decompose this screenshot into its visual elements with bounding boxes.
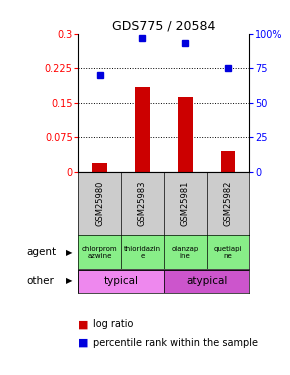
Text: percentile rank within the sample: percentile rank within the sample [93,338,258,348]
Bar [178,97,193,172]
Title: GDS775 / 20584: GDS775 / 20584 [112,20,215,33]
Text: chlorprom
azwine: chlorprom azwine [82,246,117,259]
Text: GSM25980: GSM25980 [95,181,104,226]
Bar [78,270,164,292]
Text: other: other [26,276,54,286]
Text: olanzap
ine: olanzap ine [172,246,199,259]
Text: ■: ■ [78,338,89,348]
Text: thioridazin
e: thioridazin e [124,246,161,259]
Bar [92,164,107,172]
Text: GSM25981: GSM25981 [181,181,190,226]
Text: log ratio: log ratio [93,320,133,329]
Text: typical: typical [104,276,139,286]
Bar [135,87,150,172]
Text: GSM25982: GSM25982 [224,181,233,226]
Text: agent: agent [26,247,56,257]
Text: atypical: atypical [186,276,227,286]
Text: quetiapi
ne: quetiapi ne [214,246,242,259]
Bar [220,151,235,172]
Text: ■: ■ [78,320,89,329]
Text: ▶: ▶ [66,276,72,285]
Text: GSM25983: GSM25983 [138,181,147,226]
Bar [164,270,249,292]
Text: ▶: ▶ [66,248,72,257]
